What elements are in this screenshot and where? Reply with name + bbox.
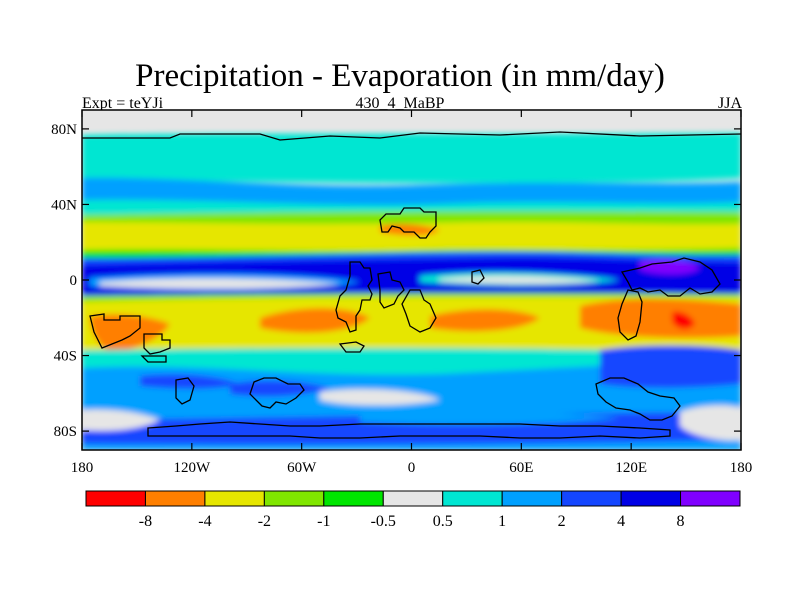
colorbar-swatch [323, 490, 384, 507]
precipitation-field [82, 110, 741, 450]
colorbar-label: -4 [198, 513, 211, 530]
colorbar-label: -0.5 [371, 513, 396, 530]
colorbar-swatch [620, 490, 682, 507]
colorbar: -8 -4 -2 -1 -0.5 0.5 1 2 4 8 [85, 490, 741, 530]
colorbar-label: -8 [139, 513, 152, 530]
colorbar-swatch [85, 490, 146, 507]
colorbar-label: 4 [617, 513, 625, 530]
colorbar-swatch [144, 490, 206, 507]
chart-title: Precipitation - Evaporation (in mm/day) [135, 58, 665, 94]
colorbar-swatch [442, 490, 503, 507]
lat-tick-label: 0 [70, 273, 78, 289]
colorbar-swatch [561, 490, 622, 507]
lon-tick-label: 60E [509, 460, 533, 476]
lon-tick-label: 120E [615, 460, 647, 476]
colorbar-label: 2 [558, 513, 566, 530]
colorbar-label: 1 [498, 513, 506, 530]
latitude-axis: 80N 40N 0 40S 80S [51, 122, 741, 440]
lat-tick-label: 80N [51, 122, 77, 138]
lat-tick-label: 40S [54, 349, 77, 365]
lon-tick-label: 180 [730, 460, 753, 476]
continent-outlines [82, 131, 741, 439]
colorbar-swatch [204, 490, 265, 507]
longitude-axis: 180 120W 60W 0 60E 120E 180 [71, 110, 753, 476]
lon-tick-label: 180 [71, 460, 94, 476]
lon-tick-label: 0 [408, 460, 416, 476]
colorbar-label: -1 [317, 513, 330, 530]
colorbar-label: 0.5 [433, 513, 453, 530]
colorbar-swatch [680, 490, 741, 507]
colorbar-swatch [263, 490, 325, 507]
time-period-label: 430_4_MaBP [355, 95, 445, 112]
lat-tick-label: 80S [54, 424, 77, 440]
colorbar-label: -2 [258, 513, 271, 530]
lon-tick-label: 120W [173, 460, 211, 476]
lat-tick-label: 40N [51, 197, 77, 213]
colorbar-swatch [382, 490, 444, 507]
experiment-label: Expt = teYJi [82, 95, 164, 112]
lon-tick-label: 60W [287, 460, 317, 476]
colorbar-swatch [501, 490, 563, 507]
season-label: JJA [717, 95, 742, 112]
colorbar-label: 8 [677, 513, 685, 530]
